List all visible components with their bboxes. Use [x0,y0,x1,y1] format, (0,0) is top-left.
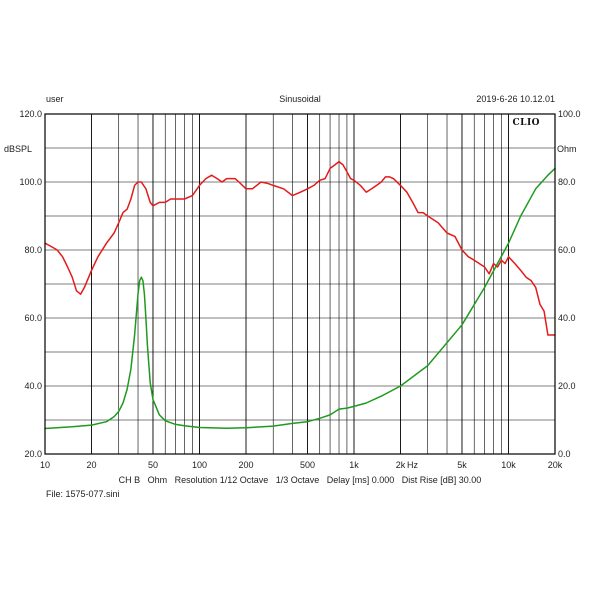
x-axis-unit: Hz [407,460,418,470]
plot-frame [44,113,556,455]
left-tick-label: 100.0 [19,177,42,187]
header-center: Sinusoidal [279,94,321,104]
measurement-settings: CH B Ohm Resolution 1/12 Octave 1/3 Octa… [119,475,482,485]
x-tick-label: 1k [349,460,359,470]
left-tick-label: 120.0 [19,109,42,119]
right-tick-label: 80.0 [558,177,576,187]
right-tick-label: 20.0 [558,381,576,391]
x-tick-label: 10 [40,460,50,470]
right-tick-label: 0.0 [558,449,571,459]
left-tick-label: 20.0 [24,449,42,459]
x-tick-label: 50 [148,460,158,470]
left-tick-label: 40.0 [24,381,42,391]
right-axis-unit: Ohm [557,144,577,154]
clio-logo: CLIO [512,118,540,128]
header-left: user [46,94,64,104]
right-tick-label: 100.0 [558,109,581,119]
impedance-curve [44,167,556,430]
left-tick-label: 60.0 [24,313,42,323]
x-tick-label: 5k [457,460,467,470]
right-tick-label: 40.0 [558,313,576,323]
right-tick-label: 60.0 [558,245,576,255]
x-tick-label: 20k [548,460,563,470]
left-axis-unit: dBSPL [4,144,32,154]
file-name: File: 1575-077.sini [46,489,120,499]
x-tick-label: 500 [300,460,315,470]
left-tick-label: 80.0 [24,245,42,255]
x-tick-label: 20 [87,460,97,470]
tick-labels: 10 20 50 100 200 500 1k 2k 5k 10k 20k 20.0 40.0 60.0 8… [19,109,580,470]
curves [44,160,556,430]
header-right: 2019-6-26 10.12.01 [476,94,555,104]
spl-curve [44,160,556,336]
grid [45,114,555,454]
x-tick-label: 100 [192,460,207,470]
x-tick-label: 10k [501,460,516,470]
x-tick-label: 2k [396,460,406,470]
x-tick-label: 200 [238,460,253,470]
